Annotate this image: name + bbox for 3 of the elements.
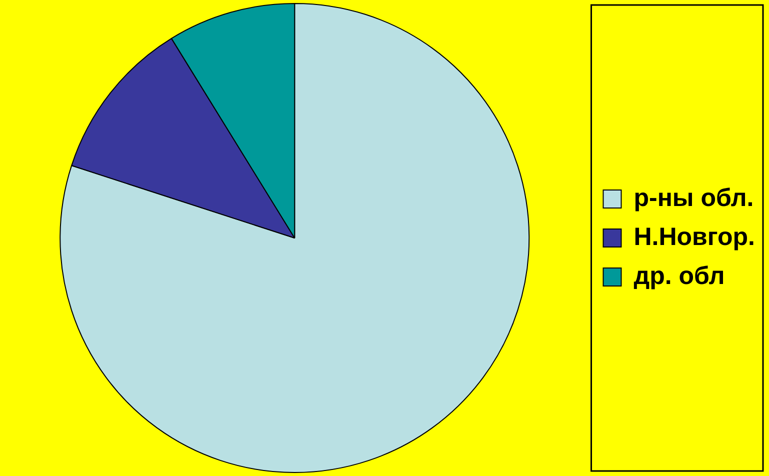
legend-label: р-ны обл. — [634, 184, 754, 212]
legend-label: др. обл — [634, 262, 725, 290]
legend-label: Н.Новгор. — [634, 222, 755, 251]
